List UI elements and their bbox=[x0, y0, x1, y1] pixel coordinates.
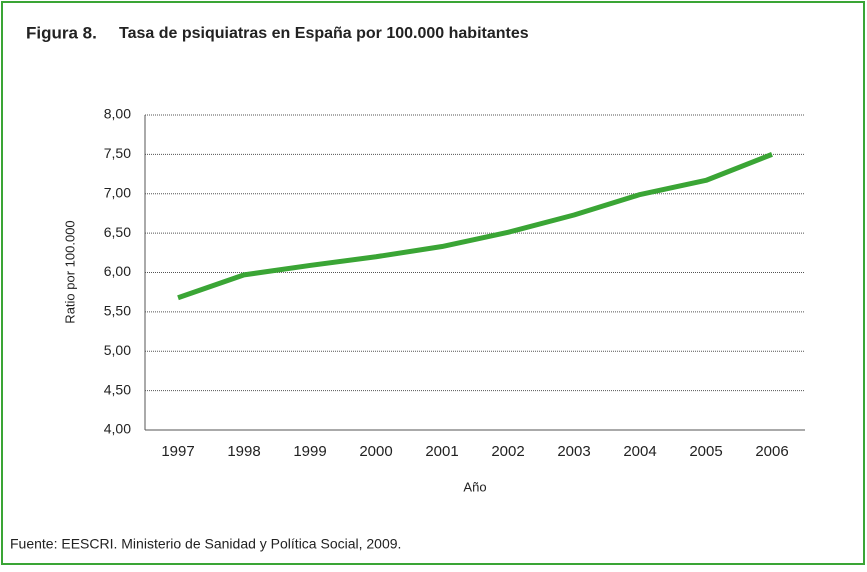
x-tick-label: 1999 bbox=[293, 443, 326, 460]
y-tick-label: 4,00 bbox=[104, 421, 131, 437]
figure-label: Figura 8. bbox=[26, 23, 97, 42]
x-tick-label: 2005 bbox=[689, 443, 722, 460]
x-tick-label: 1998 bbox=[227, 443, 260, 460]
y-axis-label: Ratio por 100.000 bbox=[62, 220, 77, 323]
x-tick-label: 2002 bbox=[491, 443, 524, 460]
y-tick-label: 5,00 bbox=[104, 342, 131, 358]
x-tick-label: 2004 bbox=[623, 443, 656, 460]
y-tick-label: 6,00 bbox=[104, 263, 131, 279]
x-tick-label: 1997 bbox=[161, 443, 194, 460]
y-tick-label: 7,00 bbox=[104, 184, 131, 200]
x-axis-label: Año bbox=[463, 479, 486, 494]
y-tick-label: 4,50 bbox=[104, 381, 131, 397]
source: Fuente: EESCRI. Ministerio de Sanidad y … bbox=[10, 536, 401, 552]
x-tick-label: 2003 bbox=[557, 443, 590, 460]
chart-title: Tasa de psiquiatras en España por 100.00… bbox=[119, 25, 529, 42]
x-tick-label: 2000 bbox=[359, 443, 392, 460]
y-tick-label: 5,50 bbox=[104, 303, 131, 319]
y-tick-label: 7,50 bbox=[104, 145, 131, 161]
y-tick-label: 6,50 bbox=[104, 224, 131, 240]
x-tick-label: 2001 bbox=[425, 443, 458, 460]
x-tick-label: 2006 bbox=[755, 443, 788, 460]
data-line bbox=[177, 152, 773, 301]
y-tick-label: 8,00 bbox=[104, 106, 131, 122]
